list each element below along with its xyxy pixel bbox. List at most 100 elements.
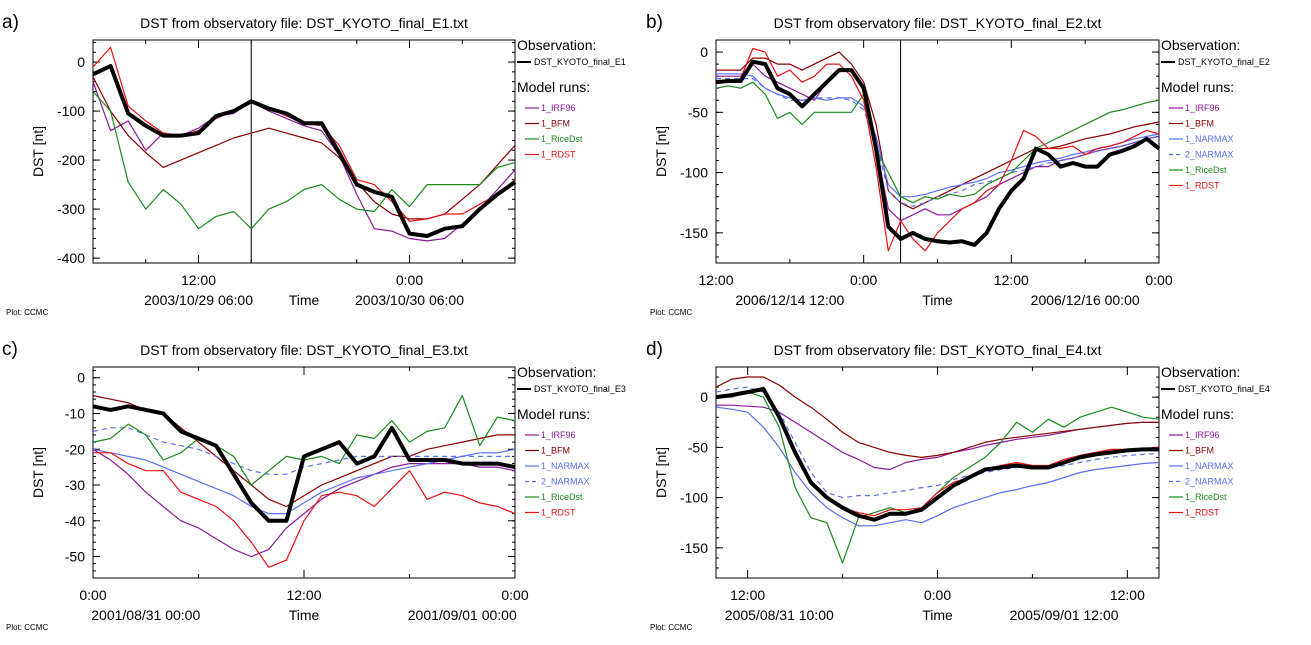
- legend-model-label: 1_RDST: [1185, 508, 1220, 518]
- legend-model-label: 1_BFM: [1185, 446, 1214, 456]
- legend-observation-name: DST_KYOTO_final_E1: [534, 57, 626, 67]
- legend-model-label: 1_BFM: [1185, 119, 1214, 129]
- panel-label: c): [2, 339, 18, 360]
- y-tick-label: 0: [77, 370, 85, 386]
- series-line-2-narmax: [715, 386, 1160, 499]
- y-axis-label: DST [nt]: [30, 447, 46, 498]
- series-line-1-narmax: [716, 73, 1160, 198]
- series-line-1-rdst: [93, 452, 516, 568]
- legend-model-label: 1_IRF96: [1185, 103, 1220, 113]
- y-axis-label: DST [nt]: [653, 447, 669, 498]
- legend-model-label: 1_RiceDst: [1185, 165, 1227, 175]
- series-line-1-ricedst: [715, 81, 1160, 204]
- x-axis-label: Time: [289, 607, 320, 623]
- legend-models-header: Model runs:: [1161, 79, 1234, 95]
- legend-model-label: 1_RDST: [1185, 181, 1220, 191]
- chart-title: DST from observatory file: DST_KYOTO_fin…: [774, 342, 1102, 358]
- legend-model-label: 2_NARMAX: [541, 477, 590, 487]
- legend-models-header: Model runs:: [1161, 406, 1234, 422]
- legend-model-label: 1_BFM: [541, 446, 570, 456]
- panel-label: d): [646, 339, 663, 360]
- x-tick-label: 0:00: [1145, 272, 1172, 288]
- y-axis-label: DST [nt]: [653, 126, 669, 177]
- y-tick-label: -400: [57, 250, 85, 266]
- legend-models-header: Model runs:: [517, 79, 590, 95]
- legend-model-label: 1_BFM: [541, 119, 570, 129]
- x-axis-label: Time: [922, 607, 953, 623]
- legend-observation-name: DST_KYOTO_final_E3: [534, 384, 626, 394]
- series-line-1-irf96: [92, 448, 516, 558]
- plot-credit: Plot: CCMC: [650, 623, 692, 632]
- y-tick-label: -150: [680, 540, 708, 556]
- x-tick-label: 0:00: [79, 587, 106, 603]
- y-tick-label: -20: [65, 441, 85, 457]
- y-tick-label: -30: [65, 477, 85, 493]
- legend-model-label: 1_IRF96: [1185, 430, 1220, 440]
- x-tick-label: 12:00: [181, 272, 216, 288]
- plot-credit: Plot: CCMC: [6, 623, 48, 632]
- legend-model-label: 1_RiceDst: [541, 492, 583, 502]
- chart-title: DST from observatory file: DST_KYOTO_fin…: [774, 15, 1102, 31]
- legend-observation-header: Observation:: [517, 37, 596, 53]
- x-tick-label: 12:00: [1110, 587, 1145, 603]
- chart-title: DST from observatory file: DST_KYOTO_fin…: [140, 15, 468, 31]
- x-date-label: 2003/10/29 06:00: [144, 292, 253, 308]
- y-tick-label: -100: [57, 103, 85, 119]
- x-tick-label: 0:00: [850, 272, 877, 288]
- y-tick-label: -100: [680, 490, 708, 506]
- legend-observation-name: DST_KYOTO_final_E4: [1178, 384, 1270, 394]
- plot-credit: Plot: CCMC: [6, 308, 48, 317]
- plot-credit: Plot: CCMC: [650, 308, 692, 317]
- x-tick-label: 12:00: [698, 272, 733, 288]
- chart-title: DST from observatory file: DST_KYOTO_fin…: [140, 342, 468, 358]
- series-line-1-narmax: [715, 406, 1160, 527]
- legend-model-label: 2_NARMAX: [1185, 477, 1234, 487]
- legend-model-label: 1_IRF96: [541, 103, 576, 113]
- x-tick-label: 12:00: [286, 587, 321, 603]
- series-line-1-ricedst: [92, 395, 516, 486]
- y-tick-label: 0: [700, 44, 708, 60]
- legend-observation-header: Observation:: [517, 364, 596, 380]
- legend-observation-header: Observation:: [1161, 37, 1240, 53]
- x-date-label: 2001/08/31 00:00: [91, 607, 200, 623]
- legend-model-label: 1_RDST: [541, 150, 576, 160]
- legend-model-label: 1_NARMAX: [1185, 461, 1234, 471]
- legend-models-header: Model runs:: [517, 406, 590, 422]
- y-axis-label: DST [nt]: [30, 126, 46, 177]
- plot-frame: [92, 366, 516, 579]
- x-axis-label: Time: [289, 292, 320, 308]
- x-date-label: 2006/12/14 12:00: [735, 292, 844, 308]
- series-line-1-rdst: [92, 46, 516, 222]
- y-tick-label: -10: [65, 405, 85, 421]
- x-tick-label: 12:00: [994, 272, 1029, 288]
- series-line-1-ricedst: [92, 91, 516, 230]
- series-line-1-bfm: [715, 376, 1159, 458]
- legend-model-label: 1_NARMAX: [1185, 134, 1234, 144]
- series-line-2-narmax: [92, 427, 515, 475]
- series-line-2-narmax: [716, 77, 1160, 207]
- x-date-label: 2005/09/01 12:00: [1010, 607, 1119, 623]
- series-line-1-rdst: [716, 47, 1160, 252]
- x-tick-label: 0:00: [396, 272, 423, 288]
- x-axis-label: Time: [922, 292, 953, 308]
- x-date-label: 2003/10/30 06:00: [355, 292, 464, 308]
- panel-label: b): [646, 12, 663, 33]
- y-tick-label: -50: [65, 549, 85, 565]
- y-tick-label: 0: [700, 389, 708, 405]
- y-tick-label: -100: [680, 165, 708, 181]
- y-tick-label: -150: [680, 225, 708, 241]
- series-line-dst-kyoto-final-e3: [92, 404, 516, 523]
- legend-model-label: 1_RiceDst: [541, 134, 583, 144]
- x-tick-label: 12:00: [730, 587, 765, 603]
- y-tick-label: -40: [65, 513, 85, 529]
- y-tick-label: -50: [688, 439, 708, 455]
- y-tick-label: -50: [688, 104, 708, 120]
- series-line-dst-kyoto-final-e1: [92, 64, 517, 238]
- legend-observation-header: Observation:: [1161, 364, 1240, 380]
- plot-frame: [715, 366, 1160, 579]
- series-line-dst-kyoto-final-e2: [715, 59, 1161, 247]
- legend-model-label: 1_IRF96: [541, 430, 576, 440]
- legend-model-label: 1_RiceDst: [1185, 492, 1227, 502]
- legend-observation-name: DST_KYOTO_final_E2: [1178, 57, 1270, 67]
